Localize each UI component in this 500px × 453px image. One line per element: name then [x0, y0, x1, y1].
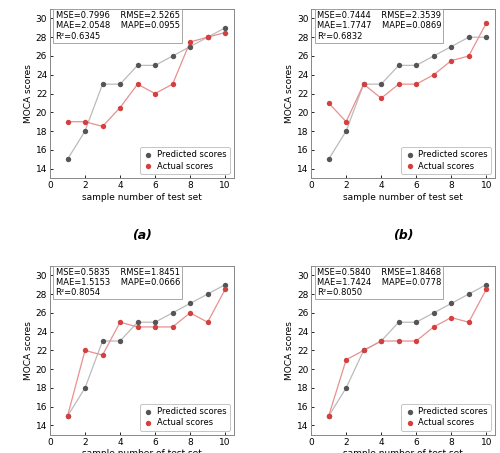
Predicted scores	[134, 62, 141, 69]
Actual scores	[342, 356, 350, 363]
Predicted scores	[324, 413, 332, 420]
Y-axis label: MOCA scores: MOCA scores	[24, 64, 33, 123]
Actual scores	[447, 314, 455, 321]
Predicted scores	[168, 309, 176, 317]
Text: MSE=0.7996    RMSE=2.5265
MAE=2.0548    MAPE=0.0955
R²=0.6345: MSE=0.7996 RMSE=2.5265 MAE=2.0548 MAPE=0…	[56, 11, 180, 41]
Predicted scores	[204, 290, 212, 298]
Actual scores	[64, 413, 72, 420]
Actual scores	[430, 323, 438, 331]
Text: (a): (a)	[132, 229, 152, 242]
Actual scores	[394, 337, 402, 345]
Actual scores	[221, 286, 229, 293]
Actual scores	[64, 118, 72, 125]
Predicted scores	[464, 290, 472, 298]
Predicted scores	[430, 53, 438, 60]
Predicted scores	[447, 43, 455, 50]
Legend: Predicted scores, Actual scores: Predicted scores, Actual scores	[401, 147, 491, 174]
Actual scores	[360, 347, 368, 354]
Predicted scores	[430, 309, 438, 317]
Actual scores	[482, 286, 490, 293]
Predicted scores	[98, 81, 106, 88]
Actual scores	[360, 81, 368, 88]
Predicted scores	[394, 318, 402, 326]
Y-axis label: MOCA scores: MOCA scores	[285, 64, 294, 123]
Actual scores	[81, 347, 89, 354]
Text: MSE=0.7444    RMSE=2.3539
MAE=1.7747    MAPE=0.0869
R²=0.6832: MSE=0.7444 RMSE=2.3539 MAE=1.7747 MAPE=0…	[316, 11, 441, 41]
Actual scores	[394, 81, 402, 88]
Predicted scores	[134, 318, 141, 326]
Actual scores	[116, 318, 124, 326]
Actual scores	[81, 118, 89, 125]
Predicted scores	[342, 384, 350, 391]
Actual scores	[377, 95, 385, 102]
Predicted scores	[360, 347, 368, 354]
Actual scores	[412, 81, 420, 88]
Predicted scores	[464, 34, 472, 41]
Actual scores	[186, 39, 194, 46]
Predicted scores	[64, 156, 72, 163]
Y-axis label: MOCA scores: MOCA scores	[285, 321, 294, 380]
Predicted scores	[412, 318, 420, 326]
Actual scores	[151, 323, 159, 331]
Predicted scores	[151, 318, 159, 326]
Predicted scores	[64, 413, 72, 420]
Predicted scores	[186, 300, 194, 307]
Actual scores	[430, 71, 438, 78]
Legend: Predicted scores, Actual scores: Predicted scores, Actual scores	[140, 147, 230, 174]
Actual scores	[151, 90, 159, 97]
Predicted scores	[360, 81, 368, 88]
Text: MSE=0.5835    RMSE=1.8451
MAE=1.5153    MAPE=0.0666
R²=0.8054: MSE=0.5835 RMSE=1.8451 MAE=1.5153 MAPE=0…	[56, 268, 180, 297]
Legend: Predicted scores, Actual scores: Predicted scores, Actual scores	[401, 404, 491, 431]
Actual scores	[204, 318, 212, 326]
Predicted scores	[377, 81, 385, 88]
Predicted scores	[81, 127, 89, 135]
Predicted scores	[377, 337, 385, 345]
Predicted scores	[98, 337, 106, 345]
Predicted scores	[151, 62, 159, 69]
Text: MSE=0.5840    RMSE=1.8468
MAE=1.7424    MAPE=0.0778
R²=0.8050: MSE=0.5840 RMSE=1.8468 MAE=1.7424 MAPE=0…	[316, 268, 441, 297]
Predicted scores	[186, 43, 194, 50]
Actual scores	[134, 323, 141, 331]
Predicted scores	[394, 62, 402, 69]
Actual scores	[447, 57, 455, 64]
Predicted scores	[412, 62, 420, 69]
Actual scores	[98, 352, 106, 359]
Actual scores	[464, 53, 472, 60]
Y-axis label: MOCA scores: MOCA scores	[24, 321, 33, 380]
Predicted scores	[482, 281, 490, 288]
X-axis label: sample number of test set: sample number of test set	[82, 449, 202, 453]
Actual scores	[204, 34, 212, 41]
X-axis label: sample number of test set: sample number of test set	[82, 193, 202, 202]
Predicted scores	[342, 127, 350, 135]
Actual scores	[377, 337, 385, 345]
Predicted scores	[482, 34, 490, 41]
Actual scores	[221, 29, 229, 36]
Actual scores	[324, 99, 332, 106]
Legend: Predicted scores, Actual scores: Predicted scores, Actual scores	[140, 404, 230, 431]
Predicted scores	[81, 384, 89, 391]
Predicted scores	[221, 281, 229, 288]
Actual scores	[186, 309, 194, 317]
Actual scores	[412, 337, 420, 345]
Predicted scores	[447, 300, 455, 307]
Predicted scores	[204, 34, 212, 41]
Text: (b): (b)	[393, 229, 413, 242]
Actual scores	[168, 323, 176, 331]
Actual scores	[98, 123, 106, 130]
Predicted scores	[324, 156, 332, 163]
Predicted scores	[168, 53, 176, 60]
Predicted scores	[116, 81, 124, 88]
Actual scores	[482, 19, 490, 27]
Actual scores	[464, 318, 472, 326]
Actual scores	[342, 118, 350, 125]
X-axis label: sample number of test set: sample number of test set	[343, 193, 463, 202]
Predicted scores	[221, 24, 229, 31]
Actual scores	[116, 104, 124, 111]
Actual scores	[168, 81, 176, 88]
Actual scores	[324, 413, 332, 420]
Predicted scores	[116, 337, 124, 345]
X-axis label: sample number of test set: sample number of test set	[343, 449, 463, 453]
Actual scores	[134, 81, 141, 88]
